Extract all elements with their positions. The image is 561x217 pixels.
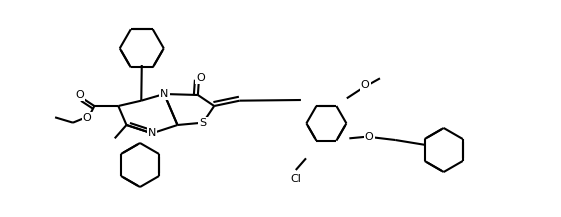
Text: N: N: [160, 89, 168, 99]
Text: Cl: Cl: [291, 174, 301, 184]
Text: O: O: [75, 90, 84, 100]
Text: O: O: [365, 132, 374, 142]
Text: S: S: [199, 118, 206, 128]
Text: O: O: [361, 80, 370, 90]
Text: O: O: [196, 73, 205, 83]
Text: N: N: [148, 128, 156, 138]
Text: O: O: [83, 113, 91, 123]
